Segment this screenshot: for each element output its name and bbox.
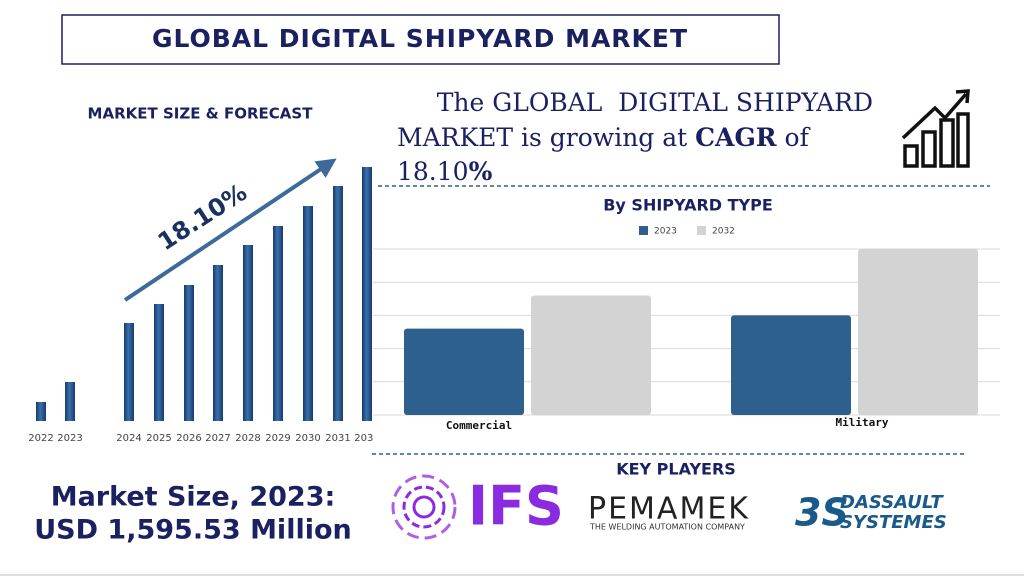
- headline-emph: %: [469, 157, 493, 186]
- headline-text: of: [777, 123, 811, 152]
- bar: [333, 186, 343, 421]
- bar: [243, 245, 253, 421]
- x-tick-label: 2024: [116, 433, 141, 444]
- key-players-title: KEY PLAYERS: [616, 460, 736, 479]
- x-tick-label: 2022: [28, 433, 53, 444]
- bar: [124, 323, 134, 421]
- growth-icon: [901, 89, 970, 168]
- x-tick-label: 2025: [146, 433, 171, 444]
- forecast-chart: 2022 2023 2024 2025 2026 2027 2028 2029 2030 2031…: [28, 158, 379, 444]
- legend-label: 2032: [712, 227, 735, 237]
- market-size: USD 1,595.53 Million: [34, 515, 351, 546]
- bar: [731, 315, 851, 415]
- x-tick-label: 2027: [205, 433, 230, 444]
- x-tick-label: 2026: [176, 433, 201, 444]
- x-tick-label: 2029: [265, 433, 290, 444]
- headline-emph: CAGR: [695, 123, 777, 152]
- headline: The GLOBAL DIGITAL SHIPYARD: [397, 88, 897, 117]
- logo-text: SYSTEMES: [840, 512, 947, 533]
- title: GLOBAL DIGITAL SHIPYARD MARKET: [152, 24, 688, 53]
- x-tick-label: Military: [836, 416, 889, 429]
- bar: [303, 206, 313, 421]
- bar: [154, 304, 164, 421]
- x-tick-label: Commercial: [446, 419, 512, 432]
- type-chart: By SHIPYARD TYPE 2023 2032 Commercial Milita…: [373, 196, 1000, 432]
- headline: 18.10%: [397, 157, 493, 186]
- chart-title: By SHIPYARD TYPE: [603, 196, 773, 215]
- title-box: [61, 14, 780, 65]
- x-tick-label: 2031: [325, 433, 350, 444]
- bar: [531, 295, 651, 415]
- bar: [273, 226, 283, 421]
- x-tick-label: 2023: [57, 433, 82, 444]
- bar: [65, 382, 75, 421]
- logo-text: DASSAULT: [840, 492, 944, 513]
- bar: [184, 285, 194, 421]
- legend-label: 2023: [654, 227, 677, 237]
- headline-text: The GLOBAL DIGITAL SHIPYARD: [437, 88, 873, 117]
- legend-swatch: [639, 226, 648, 235]
- growth-arrow: [123, 158, 337, 302]
- logo-mark: 3S: [795, 491, 849, 535]
- logo-tagline: THE WELDING AUTOMATION COMPANY: [589, 523, 745, 532]
- x-tick-label: 2028: [235, 433, 260, 444]
- bar: [36, 402, 46, 421]
- logo-text: IFS: [468, 475, 564, 538]
- legend-swatch: [697, 226, 706, 235]
- x-tick-label: 2030: [295, 433, 320, 444]
- dassault-logo: 3S DASSAULT SYSTEMES: [795, 491, 947, 535]
- bar: [213, 265, 223, 421]
- market-size: Market Size, 2023:: [51, 482, 336, 513]
- headline: MARKET is growing at CAGR of: [397, 123, 811, 152]
- forecast-label: MARKET SIZE & FORECAST: [88, 105, 314, 123]
- bar: [362, 167, 372, 421]
- ifs-logo: IFS: [391, 474, 564, 540]
- bar: [858, 249, 978, 415]
- bar: [404, 328, 524, 415]
- x-tick-label: 2032: [354, 433, 379, 444]
- cagr-annotation: 18.10%: [153, 178, 252, 256]
- headline-text: 18.10: [397, 157, 469, 186]
- headline-text: MARKET is growing at: [397, 123, 695, 152]
- logo-text: PEMAMEK: [588, 492, 750, 527]
